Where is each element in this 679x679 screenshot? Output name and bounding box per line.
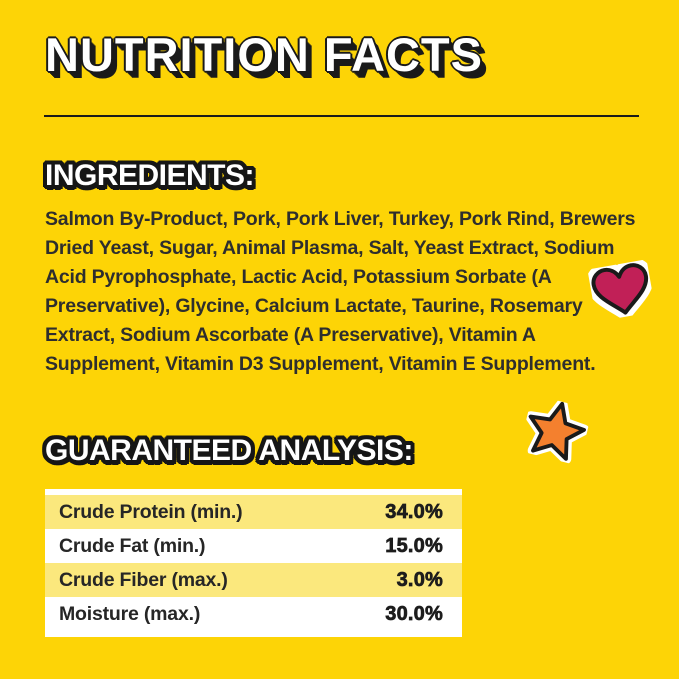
row-label: Crude Fiber (max.)	[59, 569, 228, 591]
guaranteed-analysis-table: Crude Protein (min.) 34.0% Crude Fat (mi…	[45, 489, 462, 637]
row-value: 30.0%	[385, 603, 443, 626]
heart-icon	[586, 257, 656, 327]
ingredients-list: Salmon By-Product, Pork, Pork Liver, Tur…	[45, 208, 636, 375]
star-icon	[517, 394, 592, 470]
row-value: 15.0%	[385, 535, 443, 558]
row-label: Moisture (max.)	[59, 603, 201, 625]
row-label: Crude Protein (min.)	[59, 501, 243, 523]
ingredients-heading: INGREDIENTS:	[45, 159, 255, 192]
guaranteed-analysis-heading: GUARANTEED ANALYSIS:	[45, 434, 413, 467]
table-row: Crude Protein (min.) 34.0%	[45, 495, 462, 529]
table-row: Crude Fat (min.) 15.0%	[45, 529, 462, 563]
title-divider	[44, 115, 639, 117]
table-row: Crude Fiber (max.) 3.0%	[45, 563, 462, 597]
row-value: 34.0%	[385, 501, 443, 524]
row-value: 3.0%	[396, 569, 443, 592]
page-title: NUTRITION FACTS	[45, 28, 483, 81]
table-row: Moisture (max.) 30.0%	[45, 597, 462, 631]
row-label: Crude Fat (min.)	[59, 535, 206, 557]
